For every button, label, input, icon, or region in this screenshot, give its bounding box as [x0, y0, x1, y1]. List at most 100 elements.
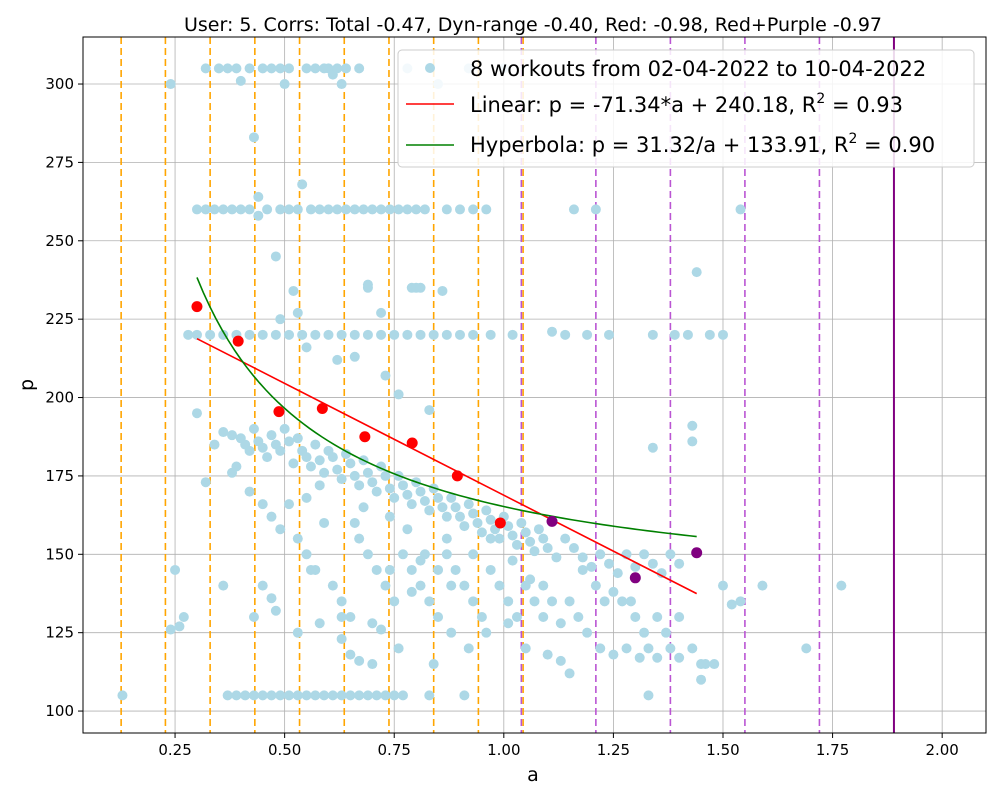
scatter-point: [301, 342, 312, 353]
scatter-point: [257, 329, 268, 340]
scatter-point: [257, 499, 268, 510]
hyperbola-fit-curve: [196, 277, 697, 538]
scatter-point: [371, 486, 382, 497]
scatter-point: [494, 533, 505, 544]
scatter-point: [380, 470, 391, 481]
scatter-point: [178, 612, 189, 622]
scatter-point: [253, 191, 264, 202]
scatter-point: [397, 690, 408, 701]
scatter-point: [376, 204, 387, 215]
scatter-point: [218, 580, 229, 591]
scatter-point: [441, 549, 452, 560]
scatter-point: [270, 605, 281, 616]
y-tick-label: 200: [45, 389, 74, 407]
scatter-point: [511, 539, 522, 550]
scatter-point: [433, 612, 444, 622]
legend-hyperbola-superscript: 2: [848, 131, 857, 147]
scatter-point: [503, 596, 514, 607]
scatter-point: [446, 580, 457, 591]
scatter-point: [507, 555, 518, 566]
scatter-point: [349, 351, 360, 362]
scatter-point: [248, 132, 259, 143]
scatter-point: [538, 580, 549, 591]
red-point: [316, 403, 328, 415]
scatter-point: [590, 580, 601, 591]
scatter-point: [468, 329, 479, 340]
x-tick-label: 2.00: [925, 741, 958, 759]
scatter-point: [393, 204, 404, 215]
scatter-point: [468, 508, 479, 519]
scatter-point: [218, 204, 229, 215]
scatter-point: [459, 580, 470, 591]
scatter-point: [424, 405, 435, 416]
scatter-point: [257, 63, 268, 74]
scatter-point: [362, 467, 373, 478]
scatter-point: [319, 467, 330, 478]
scatter-point: [284, 63, 295, 74]
scatter-point: [165, 624, 176, 635]
scatter-point: [586, 561, 597, 572]
scatter-point: [288, 285, 299, 296]
scatter-point: [336, 329, 347, 340]
scatter-point: [279, 79, 290, 90]
scatter-point: [454, 329, 465, 340]
scatter-point: [520, 643, 531, 654]
scatter-point: [652, 652, 663, 663]
scatter-point: [292, 690, 303, 701]
scatter-point: [735, 204, 746, 215]
scatter-point: [481, 505, 492, 516]
scatter-point: [253, 210, 264, 221]
scatter-point: [511, 612, 522, 622]
scatter-point: [384, 511, 395, 522]
scatter-point: [218, 427, 229, 438]
y-tick-label: 175: [45, 467, 74, 485]
scatter-point: [332, 354, 343, 365]
scatter-point: [244, 63, 255, 74]
scatter-point: [573, 612, 584, 622]
scatter-point: [538, 533, 549, 544]
scatter-point: [257, 442, 268, 453]
scatter-point: [345, 612, 356, 622]
scatter-point: [441, 204, 452, 215]
scatter-point: [354, 655, 365, 666]
workout-points: [117, 63, 847, 701]
scatter-point: [608, 586, 619, 597]
scatter-point: [468, 596, 479, 607]
scatter-point: [222, 63, 233, 74]
scatter-point: [209, 439, 220, 450]
scatter-point: [341, 204, 352, 215]
scatter-point: [393, 389, 404, 400]
scatter-point: [402, 489, 413, 500]
scatter-point: [604, 558, 615, 569]
scatter-point: [582, 329, 593, 340]
scatter-point: [367, 477, 378, 488]
scatter-point: [428, 659, 439, 670]
y-tick-label: 125: [45, 624, 74, 642]
scatter-point: [643, 690, 654, 701]
scatter-point: [266, 430, 277, 441]
scatter-point: [284, 329, 295, 340]
scatter-point: [529, 546, 540, 557]
scatter-point: [354, 480, 365, 491]
linear-fit-line: [196, 337, 698, 595]
scatter-point: [371, 564, 382, 575]
scatter-point: [362, 329, 373, 340]
scatter-point: [183, 329, 194, 340]
y-tick-label: 250: [45, 232, 74, 250]
x-tick-label: 1.00: [487, 741, 520, 759]
scatter-point: [481, 627, 492, 638]
x-axis-label: a: [527, 764, 539, 786]
scatter-point: [292, 307, 303, 318]
axis-ticks: 0.25 0.50 0.75 1.00 1.25 1.50 1.75 2.00 100 125 15…: [45, 75, 959, 759]
scatter-point: [341, 448, 352, 459]
scatter-point: [319, 690, 330, 701]
scatter-point: [284, 690, 295, 701]
scatter-point: [380, 580, 391, 591]
scatter-point: [323, 204, 334, 215]
scatter-point: [358, 204, 369, 215]
x-tick-label: 0.50: [268, 741, 301, 759]
scatter-point: [652, 612, 663, 622]
scatter-point: [476, 527, 487, 538]
legend-scatter-label: 8 workouts from 02-04-2022 to 10-04-2022: [470, 57, 926, 81]
